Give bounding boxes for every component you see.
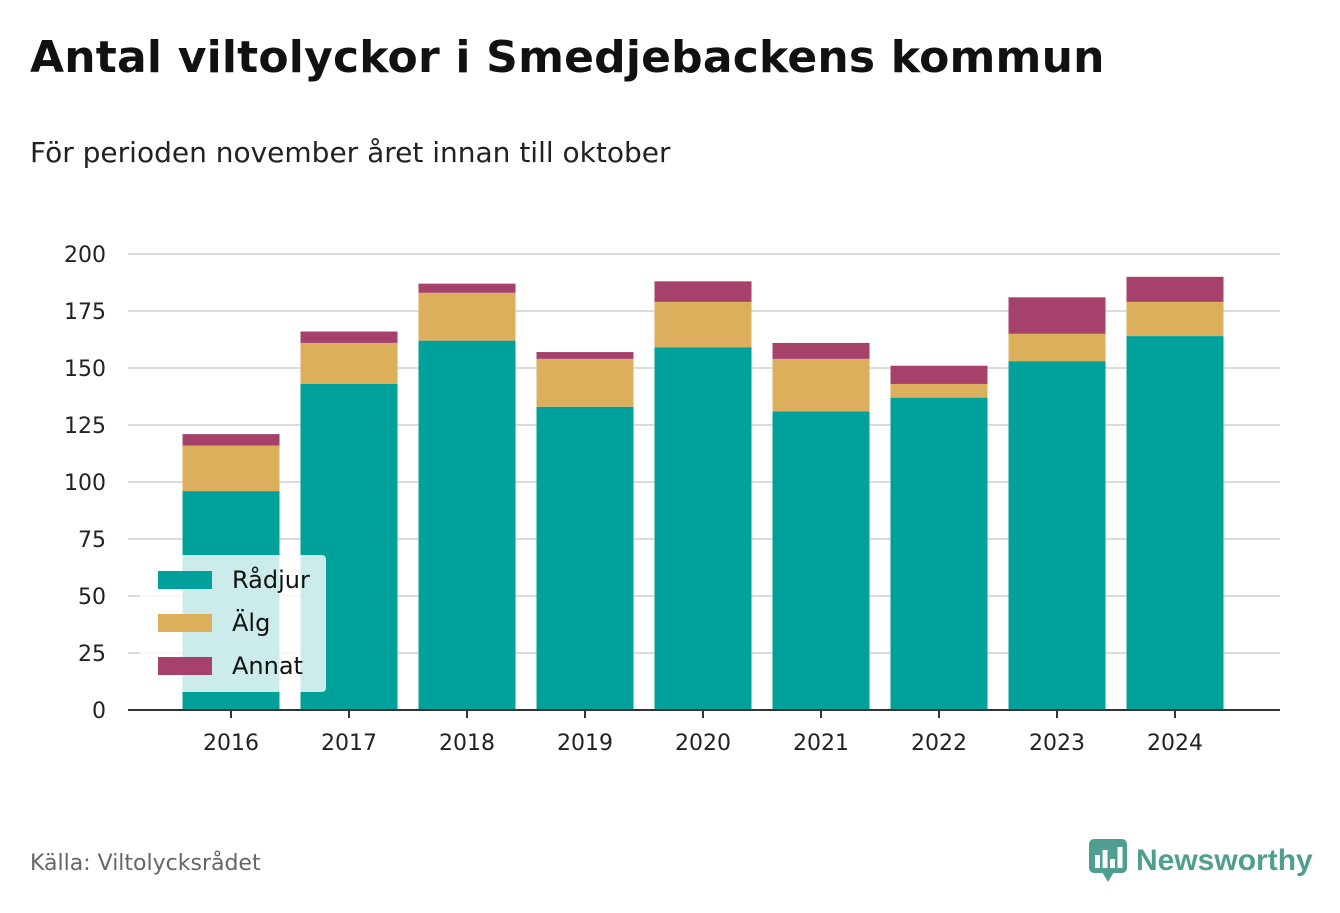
bar-segment (1126, 276, 1224, 302)
bar-segment (1126, 301, 1224, 337)
legend-swatch (158, 614, 212, 632)
brand-logo: Newsworthy (1088, 838, 1313, 884)
bar-segment (654, 281, 752, 302)
x-tick-label: 2022 (911, 731, 967, 756)
y-tick-label: 50 (78, 585, 106, 610)
bar-chart-speech-bubble-icon (1089, 839, 1127, 882)
bar-segment (418, 283, 516, 293)
bar-segment (890, 365, 988, 384)
y-tick-label: 200 (64, 243, 106, 268)
bar-segment (654, 347, 752, 710)
brand-name: Newsworthy (1136, 844, 1313, 877)
legend-swatch (158, 657, 212, 675)
y-tick-label: 175 (64, 300, 106, 325)
y-tick-label: 100 (64, 471, 106, 496)
chart-title: Antal viltolyckor i Smedjebackens kommun (30, 32, 1105, 83)
x-tick-label: 2017 (321, 731, 377, 756)
x-tick-label: 2023 (1029, 731, 1085, 756)
bar-segment (772, 342, 870, 359)
bar-segment (182, 445, 280, 492)
bar-segment (418, 292, 516, 341)
legend-label: Annat (232, 652, 303, 680)
bar-segment (890, 383, 988, 398)
bar-segment (300, 342, 398, 384)
legend-label: Rådjur (232, 565, 310, 594)
x-tick-label: 2019 (557, 731, 613, 756)
legend-label: Älg (232, 608, 270, 637)
bar-segment (536, 352, 634, 359)
bar-segment (1008, 333, 1106, 362)
bar-segment (300, 331, 398, 343)
y-tick-label: 150 (64, 357, 106, 382)
x-tick-label: 2018 (439, 731, 495, 756)
legend: Rådjur Älg Annat (140, 555, 326, 692)
bar-segment (536, 358, 634, 407)
y-tick-label: 75 (78, 528, 106, 553)
y-tick-label: 25 (78, 642, 106, 667)
legend-swatch (158, 571, 212, 589)
y-tick-label: 0 (92, 699, 106, 724)
bar-segment (772, 411, 870, 710)
x-tick-label: 2021 (793, 731, 849, 756)
y-tick-label: 125 (64, 414, 106, 439)
x-tick-label: 2024 (1147, 731, 1203, 756)
bar-segment (1126, 336, 1224, 710)
bar-segment (536, 406, 634, 710)
bar-segment (654, 301, 752, 348)
bars (182, 276, 1224, 710)
axes: 0 25 50 75 100 125 150 175 200 2016 2017 2018 2019 20… (64, 243, 1280, 756)
bar-segment (1008, 361, 1106, 710)
x-tick-label: 2016 (203, 731, 259, 756)
x-tick-label: 2020 (675, 731, 731, 756)
chart-subtitle: För perioden november året innan till ok… (30, 136, 671, 169)
bar-segment (772, 358, 870, 412)
source-note: Källa: Viltolycksrådet (30, 851, 261, 876)
bar-segment (890, 397, 988, 710)
bar-segment (182, 434, 280, 446)
bar-segment (418, 340, 516, 710)
bar-segment (1008, 297, 1106, 334)
